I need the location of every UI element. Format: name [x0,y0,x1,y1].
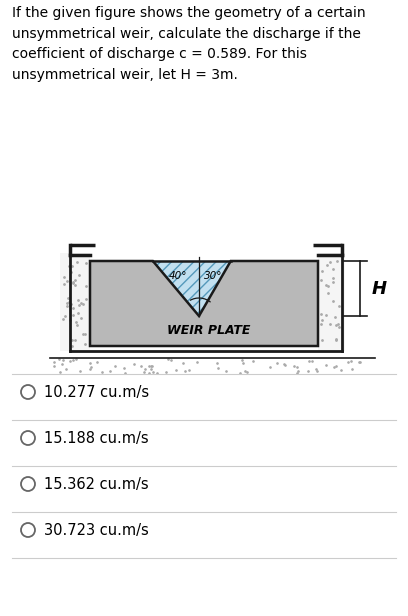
Bar [60,253,90,351]
Text: 15.188 cu.m/s: 15.188 cu.m/s [44,431,149,445]
Text: H: H [372,280,387,298]
Text: WEIR PLATE: WEIR PLATE [167,323,251,336]
Text: If the given figure shows the geometry of a certain
unsymmetrical weir, calculat: If the given figure shows the geometry o… [12,6,366,82]
Text: 30.723 cu.m/s: 30.723 cu.m/s [44,522,149,538]
Text: 15.362 cu.m/s: 15.362 cu.m/s [44,477,149,492]
Text: 30°: 30° [204,271,222,281]
Text: 10.277 cu.m/s: 10.277 cu.m/s [44,384,149,400]
Polygon shape [90,261,318,346]
Polygon shape [153,261,231,316]
Bar [318,253,345,351]
Text: 40°: 40° [169,271,187,281]
